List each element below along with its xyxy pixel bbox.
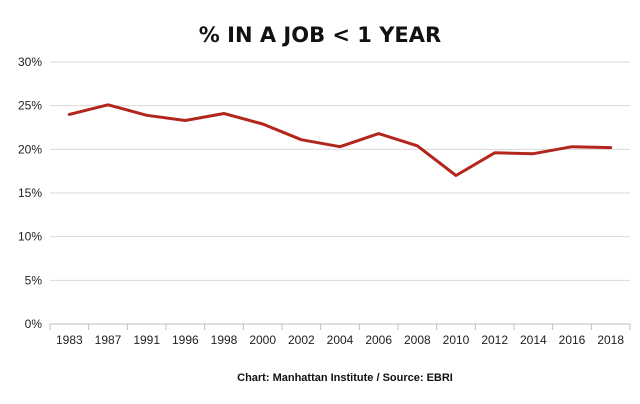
x-tick-label: 1996 [172, 333, 199, 347]
x-tick-label: 1998 [211, 333, 238, 347]
x-tick-label: 2016 [559, 333, 586, 347]
x-tick-label: 2014 [520, 333, 547, 347]
x-tick-label: 2008 [404, 333, 431, 347]
y-tick-label: 15% [18, 186, 42, 200]
chart-title: % IN A JOB < 1 YEAR [199, 23, 441, 47]
y-tick-label: 10% [18, 230, 42, 244]
x-axis-ticks: 1983 1987 1991 1996 1998 2000 2002 2004 2006 2008… [56, 333, 624, 347]
x-tick-label: 1983 [56, 333, 83, 347]
x-tick-label: 2000 [249, 333, 276, 347]
x-tick-label: 2018 [597, 333, 624, 347]
series-line [67, 103, 613, 177]
series-group [67, 103, 613, 177]
x-tick-label: 1987 [95, 333, 122, 347]
gridlines [49, 61, 631, 330]
y-tick-label: 30% [18, 55, 42, 69]
chart-source: Chart: Manhattan Institute / Source: EBR… [237, 372, 453, 384]
x-tick-label: 2006 [365, 333, 392, 347]
y-tick-label: 25% [18, 99, 42, 113]
x-tick-label: 2010 [443, 333, 470, 347]
x-tick-label: 1991 [133, 333, 160, 347]
y-tick-label: 20% [18, 142, 42, 156]
x-tick-label: 2012 [481, 333, 508, 347]
y-tick-label: 5% [25, 273, 43, 287]
x-tick-label: 2004 [327, 333, 354, 347]
x-tick-label: 2002 [288, 333, 315, 347]
y-axis-ticks: 0% 5% 10% 15% 20% 25% 30% [18, 55, 42, 331]
y-tick-label: 0% [25, 317, 43, 331]
